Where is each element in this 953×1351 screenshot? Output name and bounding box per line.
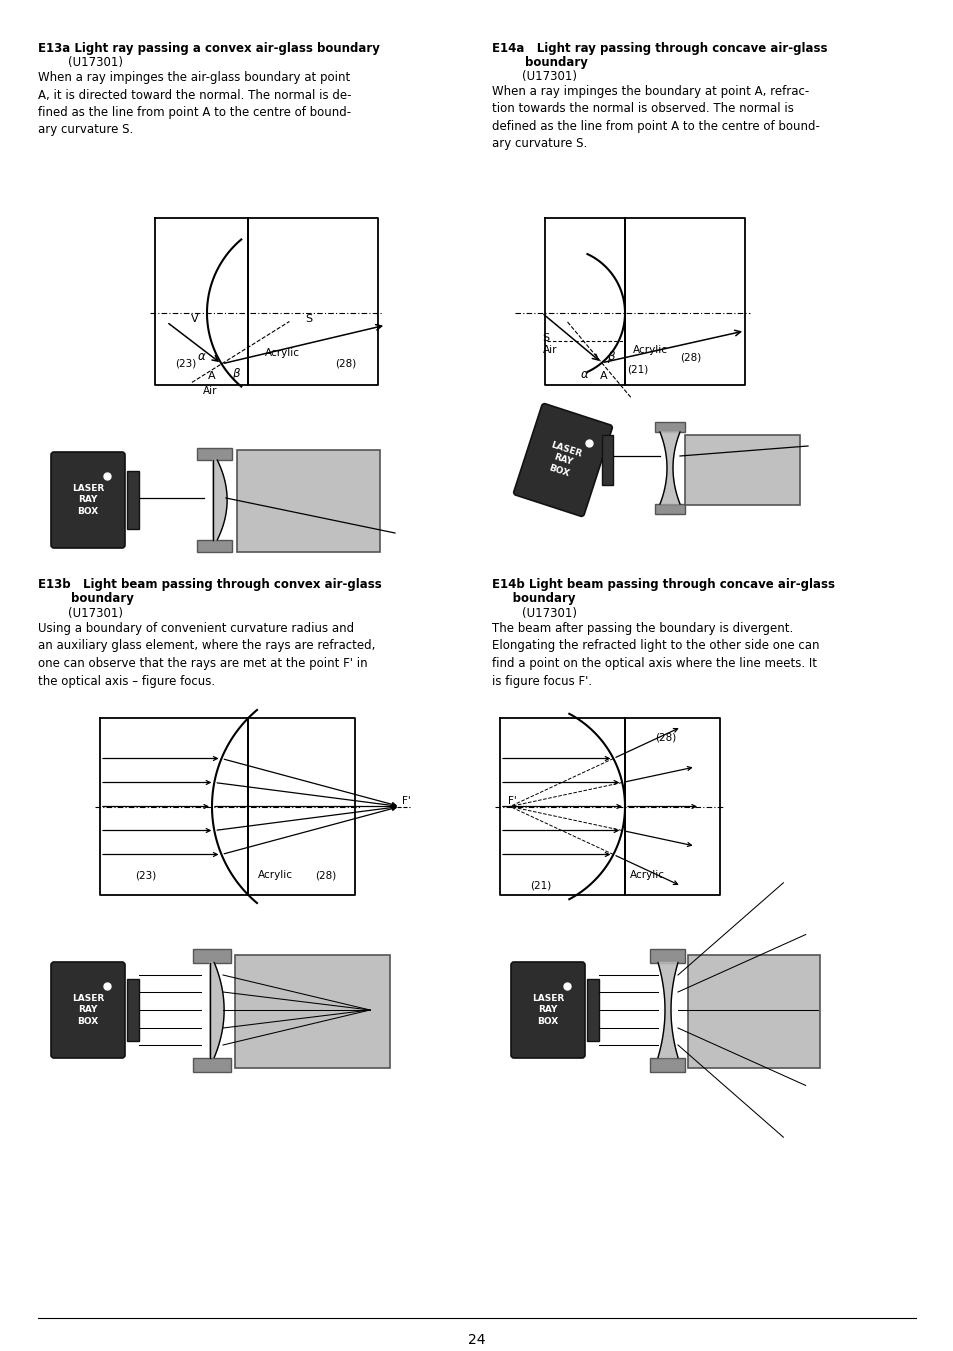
- Text: Acrylic: Acrylic: [629, 870, 664, 880]
- Text: (28): (28): [335, 358, 355, 367]
- Text: S: S: [305, 313, 312, 324]
- Text: E14b Light beam passing through concave air-glass: E14b Light beam passing through concave …: [492, 578, 834, 590]
- Text: $\alpha$: $\alpha$: [579, 367, 589, 381]
- Text: Acrylic: Acrylic: [257, 870, 293, 880]
- Text: boundary: boundary: [38, 592, 133, 605]
- Bar: [197, 540, 233, 553]
- Text: boundary: boundary: [492, 592, 575, 605]
- Text: (21): (21): [626, 365, 648, 376]
- Text: E13b   Light beam passing through convex air-glass: E13b Light beam passing through convex a…: [38, 578, 381, 590]
- Bar: [687, 955, 820, 1069]
- Text: boundary: boundary: [492, 55, 587, 69]
- Text: S: S: [541, 332, 549, 343]
- Text: V: V: [191, 313, 198, 324]
- FancyBboxPatch shape: [513, 404, 612, 516]
- Text: LASER
RAY
BOX: LASER RAY BOX: [71, 484, 104, 516]
- FancyBboxPatch shape: [51, 453, 125, 549]
- Text: A: A: [599, 370, 607, 381]
- Text: When a ray impinges the boundary at point A, refrac-
tion towards the normal is : When a ray impinges the boundary at poin…: [492, 85, 819, 150]
- Text: E14a   Light ray passing through concave air-glass: E14a Light ray passing through concave a…: [492, 42, 826, 55]
- Text: Air: Air: [203, 386, 217, 396]
- Text: (28): (28): [655, 734, 676, 743]
- Text: Using a boundary of convenient curvature radius and
an auxiliary glass element, : Using a boundary of convenient curvature…: [38, 621, 375, 688]
- Text: (21): (21): [530, 880, 551, 890]
- Polygon shape: [658, 962, 678, 1058]
- Bar: [684, 435, 800, 505]
- Text: $\beta$: $\beta$: [606, 349, 616, 365]
- Bar: [236, 450, 379, 553]
- Text: E13a Light ray passing a convex air-glass boundary: E13a Light ray passing a convex air-glas…: [38, 42, 379, 55]
- FancyBboxPatch shape: [511, 962, 584, 1058]
- Text: (U17301): (U17301): [492, 70, 577, 82]
- Text: (23): (23): [174, 358, 196, 367]
- Polygon shape: [659, 432, 679, 504]
- Bar: [127, 471, 139, 530]
- Text: LASER
RAY
BOX: LASER RAY BOX: [532, 994, 563, 1025]
- Text: A: A: [208, 372, 215, 381]
- Text: LASER
RAY
BOX: LASER RAY BOX: [542, 440, 582, 480]
- Polygon shape: [213, 459, 227, 540]
- FancyBboxPatch shape: [51, 962, 125, 1058]
- Bar: [193, 948, 231, 962]
- Bar: [602, 435, 613, 485]
- Text: $\alpha$: $\alpha$: [196, 350, 206, 363]
- Bar: [234, 955, 390, 1069]
- Text: 24: 24: [468, 1333, 485, 1347]
- Text: F': F': [507, 796, 517, 805]
- Bar: [127, 979, 139, 1042]
- Text: (23): (23): [135, 870, 156, 880]
- Bar: [197, 449, 233, 459]
- Text: When a ray impinges the air-glass boundary at point
A, it is directed toward the: When a ray impinges the air-glass bounda…: [38, 72, 351, 136]
- Text: The beam after passing the boundary is divergent.
Elongating the refracted light: The beam after passing the boundary is d…: [492, 621, 819, 688]
- Bar: [193, 1058, 231, 1071]
- Text: (28): (28): [679, 353, 700, 363]
- Text: F': F': [401, 796, 411, 805]
- Text: Acrylic: Acrylic: [633, 345, 667, 355]
- Polygon shape: [210, 962, 224, 1058]
- Text: LASER
RAY
BOX: LASER RAY BOX: [71, 994, 104, 1025]
- Text: (28): (28): [314, 870, 335, 880]
- Bar: [655, 504, 684, 513]
- Bar: [650, 1058, 685, 1071]
- Text: (U17301): (U17301): [492, 607, 577, 620]
- Bar: [586, 979, 598, 1042]
- Text: (U17301): (U17301): [38, 607, 123, 620]
- Text: Acrylic: Acrylic: [265, 349, 299, 358]
- Bar: [655, 422, 684, 432]
- Text: (U17301): (U17301): [38, 55, 123, 69]
- Text: Air: Air: [542, 345, 557, 355]
- Text: $\beta$: $\beta$: [232, 366, 240, 382]
- Bar: [650, 948, 685, 962]
